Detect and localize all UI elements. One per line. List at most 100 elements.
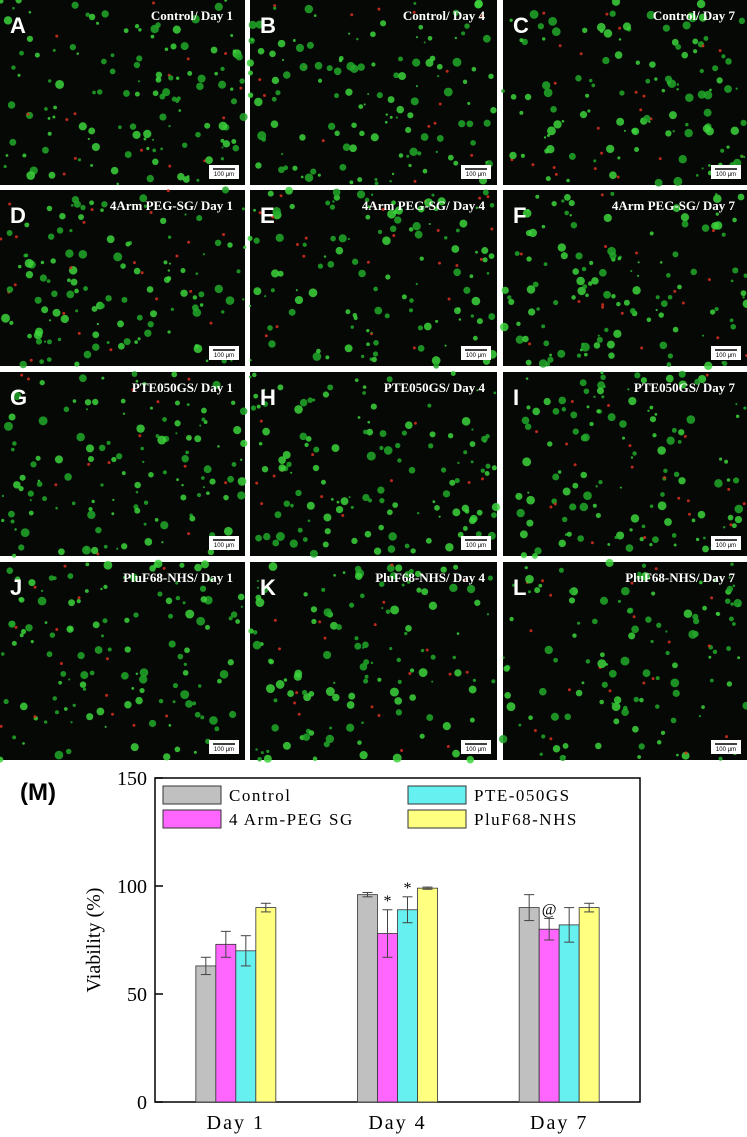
cell bbox=[525, 359, 532, 366]
cell bbox=[366, 260, 370, 264]
cell bbox=[476, 389, 479, 392]
cell bbox=[740, 154, 744, 158]
cell bbox=[683, 434, 687, 438]
cell bbox=[237, 593, 245, 601]
cell bbox=[362, 391, 366, 395]
cell bbox=[491, 512, 497, 518]
cell bbox=[470, 153, 474, 157]
cell bbox=[144, 329, 152, 337]
cell bbox=[325, 734, 335, 744]
cell bbox=[743, 273, 747, 278]
cell bbox=[561, 516, 568, 523]
cell bbox=[214, 2, 223, 11]
significance-marker: * bbox=[384, 893, 392, 910]
cell bbox=[285, 186, 293, 195]
cell bbox=[709, 88, 712, 92]
cell bbox=[742, 296, 745, 299]
cell bbox=[124, 701, 132, 709]
cell bbox=[552, 473, 560, 481]
cell bbox=[652, 536, 659, 543]
x-tick-label: Day 4 bbox=[368, 1112, 426, 1134]
cell bbox=[325, 200, 331, 206]
cell bbox=[444, 344, 447, 347]
cell bbox=[384, 120, 388, 124]
cell bbox=[628, 632, 636, 640]
cell bbox=[307, 519, 311, 523]
cell bbox=[106, 341, 110, 345]
cell bbox=[168, 640, 176, 648]
cell bbox=[354, 636, 359, 641]
cell bbox=[187, 532, 191, 536]
cell bbox=[704, 361, 713, 370]
cell bbox=[12, 441, 17, 446]
cell bbox=[404, 570, 412, 578]
cell bbox=[567, 688, 571, 692]
cell bbox=[701, 224, 710, 232]
cell bbox=[392, 502, 399, 508]
cell bbox=[532, 407, 540, 416]
cell bbox=[597, 659, 607, 669]
cell bbox=[699, 68, 704, 74]
cell bbox=[541, 324, 546, 329]
cell bbox=[256, 579, 259, 582]
cell bbox=[591, 83, 596, 88]
cell bbox=[733, 477, 740, 484]
cell bbox=[199, 303, 204, 307]
cell bbox=[129, 573, 138, 582]
cell bbox=[204, 122, 211, 129]
cell bbox=[423, 41, 426, 44]
cell bbox=[221, 146, 224, 149]
cell bbox=[417, 205, 425, 213]
cell bbox=[73, 156, 77, 160]
cell bbox=[583, 388, 590, 395]
cell bbox=[404, 631, 408, 636]
cell bbox=[410, 97, 419, 106]
cell bbox=[482, 34, 491, 43]
cell bbox=[455, 228, 460, 233]
cell bbox=[79, 681, 87, 688]
cell bbox=[623, 129, 626, 132]
cell bbox=[255, 594, 262, 601]
cell bbox=[262, 427, 270, 436]
cell bbox=[282, 741, 291, 750]
cell bbox=[471, 428, 474, 431]
cell bbox=[726, 478, 731, 482]
cell bbox=[525, 574, 534, 584]
cell bbox=[94, 646, 103, 654]
cell bbox=[422, 168, 428, 174]
cell bbox=[17, 73, 21, 77]
cell bbox=[48, 171, 56, 179]
cell bbox=[617, 156, 621, 160]
cell bbox=[217, 678, 222, 684]
cell bbox=[503, 665, 510, 672]
cell bbox=[714, 479, 723, 488]
cell bbox=[725, 735, 729, 739]
cell bbox=[105, 693, 109, 697]
cell bbox=[701, 705, 705, 709]
cell bbox=[305, 435, 312, 442]
cell bbox=[314, 61, 323, 70]
cell bbox=[152, 158, 159, 166]
bar bbox=[558, 924, 580, 1103]
cell bbox=[186, 57, 190, 61]
panel-letter: A bbox=[10, 13, 26, 38]
cell bbox=[139, 194, 148, 203]
cell bbox=[121, 671, 129, 680]
cell bbox=[366, 342, 370, 347]
cell bbox=[260, 502, 264, 506]
cell bbox=[140, 446, 144, 451]
cell bbox=[740, 290, 747, 297]
cell bbox=[96, 89, 103, 95]
cell bbox=[8, 510, 15, 518]
cell bbox=[454, 307, 461, 315]
cell bbox=[428, 443, 434, 449]
cell bbox=[69, 228, 73, 233]
cell bbox=[143, 137, 147, 141]
cell bbox=[100, 634, 105, 638]
cell bbox=[526, 285, 536, 294]
cell bbox=[69, 43, 77, 51]
cell bbox=[357, 177, 363, 183]
cell bbox=[405, 126, 412, 134]
cell bbox=[270, 120, 279, 129]
cell bbox=[327, 260, 335, 268]
